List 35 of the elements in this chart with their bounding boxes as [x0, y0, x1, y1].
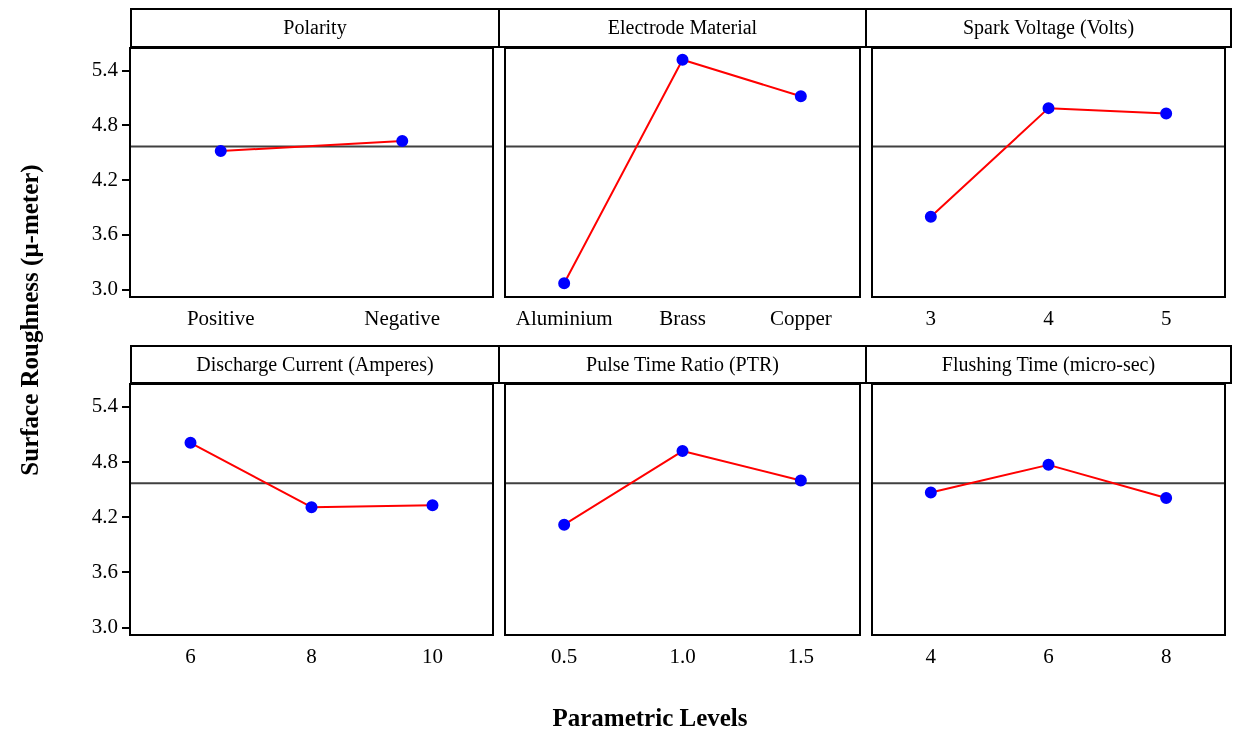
x-tick-label: 4	[1043, 306, 1055, 331]
y-tick-label: 5.4	[91, 57, 119, 82]
x-tick-label: 1.0	[669, 644, 696, 669]
x-tick-label: 8	[1160, 644, 1172, 669]
chart-title: Flushing Time (micro-sec)	[865, 345, 1232, 384]
x-tick-label: Negative	[364, 306, 441, 331]
y-tick-label: 5.4	[91, 393, 119, 418]
x-tick-label: 5	[1160, 306, 1172, 331]
y-tick-label: 4.8	[91, 448, 118, 473]
chart-title: Electrode Material	[498, 8, 867, 48]
y-tick-label: 4.8	[91, 111, 118, 136]
y-tick-label: 3.6	[91, 558, 118, 583]
y-tick-label: 3.0	[91, 276, 118, 301]
chart-title: Spark Voltage (Volts)	[865, 8, 1232, 48]
x-tick-label: Aluminium	[515, 306, 613, 331]
chart-title: Polarity	[130, 8, 500, 48]
y-axis-title: Surface Roughness (μ-meter)	[16, 164, 44, 476]
x-tick-label: 8	[306, 644, 317, 669]
x-tick-label: Brass	[659, 306, 706, 331]
y-tick-label: 4.2	[91, 166, 118, 191]
x-tick-label: 6	[185, 644, 196, 669]
x-tick-label: 3	[925, 306, 937, 331]
y-tick-label: 4.2	[91, 503, 118, 528]
chart-title: Discharge Current (Amperes)	[130, 345, 500, 384]
chart-title: Pulse Time Ratio (PTR)	[498, 345, 867, 384]
x-tick-label: 10	[422, 644, 443, 669]
x-tick-label: Copper	[769, 306, 832, 331]
x-tick-label: 1.5	[787, 644, 814, 669]
y-tick-label: 3.0	[91, 614, 118, 639]
x-tick-label: 6	[1043, 644, 1054, 669]
x-tick-label: 4	[925, 644, 937, 669]
x-axis-title: Parametric Levels	[552, 704, 748, 732]
x-tick-label: 0.5	[551, 644, 578, 669]
x-tick-label: Positive	[186, 306, 255, 331]
y-tick-label: 3.6	[91, 221, 118, 246]
